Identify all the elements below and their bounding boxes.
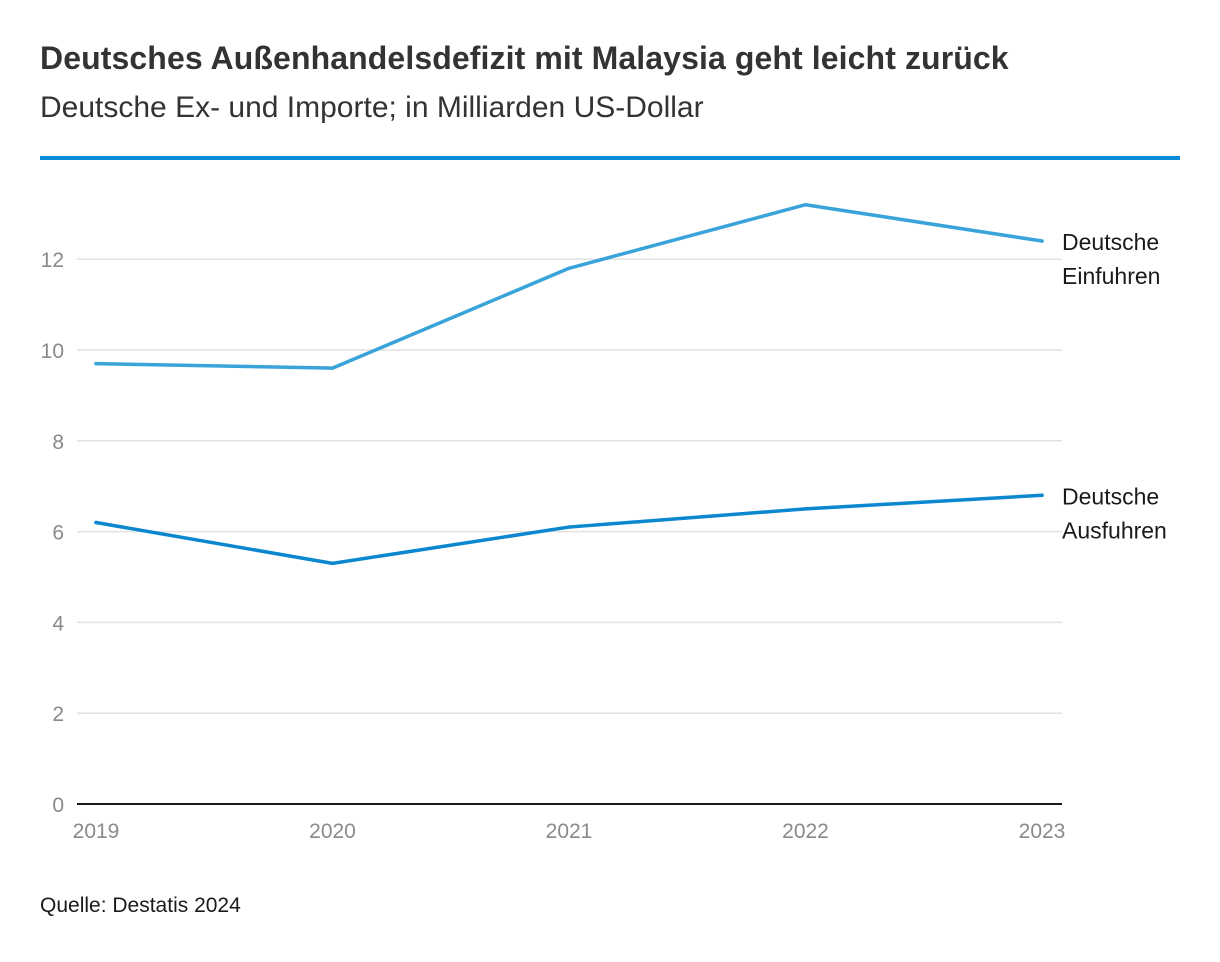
data-point-exports [567,525,571,529]
x-tick-label: 2023 [1019,820,1066,843]
y-tick-label: 12 [41,249,64,272]
data-point-imports [803,202,808,207]
series-label-exports: Deutsche Ausfuhren [1062,483,1167,543]
series-line-exports [94,493,1044,566]
data-point-imports [1040,239,1044,243]
series-label-line: Ausfuhren [1062,517,1167,543]
data-point-imports [567,266,571,271]
x-tick-label: 2022 [782,820,829,843]
chart-subtitle: Deutsche Ex- und Importe; in Milliarden … [40,91,704,124]
y-tick-label: 6 [52,522,64,545]
data-point-exports [330,561,335,566]
y-tick-label: 4 [52,612,64,635]
x-tick-label: 2020 [309,820,356,843]
y-tick-label: 10 [41,340,64,363]
series-label-line: Deutsche [1062,229,1159,255]
y-tick-label: 8 [52,431,64,454]
x-tick-label: 2021 [546,820,593,843]
x-axis-ticks: 2019 2020 2021 2022 2023 [73,820,1066,843]
x-tick-label: 2019 [73,820,120,843]
series-labels: Deutsche Einfuhren Deutsche Ausfuhren [1062,229,1167,543]
data-point-exports [803,507,808,511]
y-tick-label: 2 [52,703,64,726]
header-divider [40,156,1180,160]
y-tick-label: 0 [52,794,64,817]
series-label-imports: Deutsche Einfuhren [1062,229,1160,289]
data-point-exports [94,520,98,525]
grid-lines [77,258,1062,714]
series-label-line: Deutsche [1062,483,1159,509]
series-lines [94,202,1044,566]
data-point-imports [330,366,335,370]
y-axis-ticks: 0 2 4 6 8 10 12 [41,249,65,817]
source-note: Quelle: Destatis 2024 [40,894,241,917]
data-point-imports [94,361,98,366]
chart-title: Deutsches Außenhandelsdefizit mit Malays… [40,40,1009,76]
series-line-imports [94,202,1044,370]
data-point-exports [1040,493,1044,498]
series-label-line: Einfuhren [1062,263,1160,289]
